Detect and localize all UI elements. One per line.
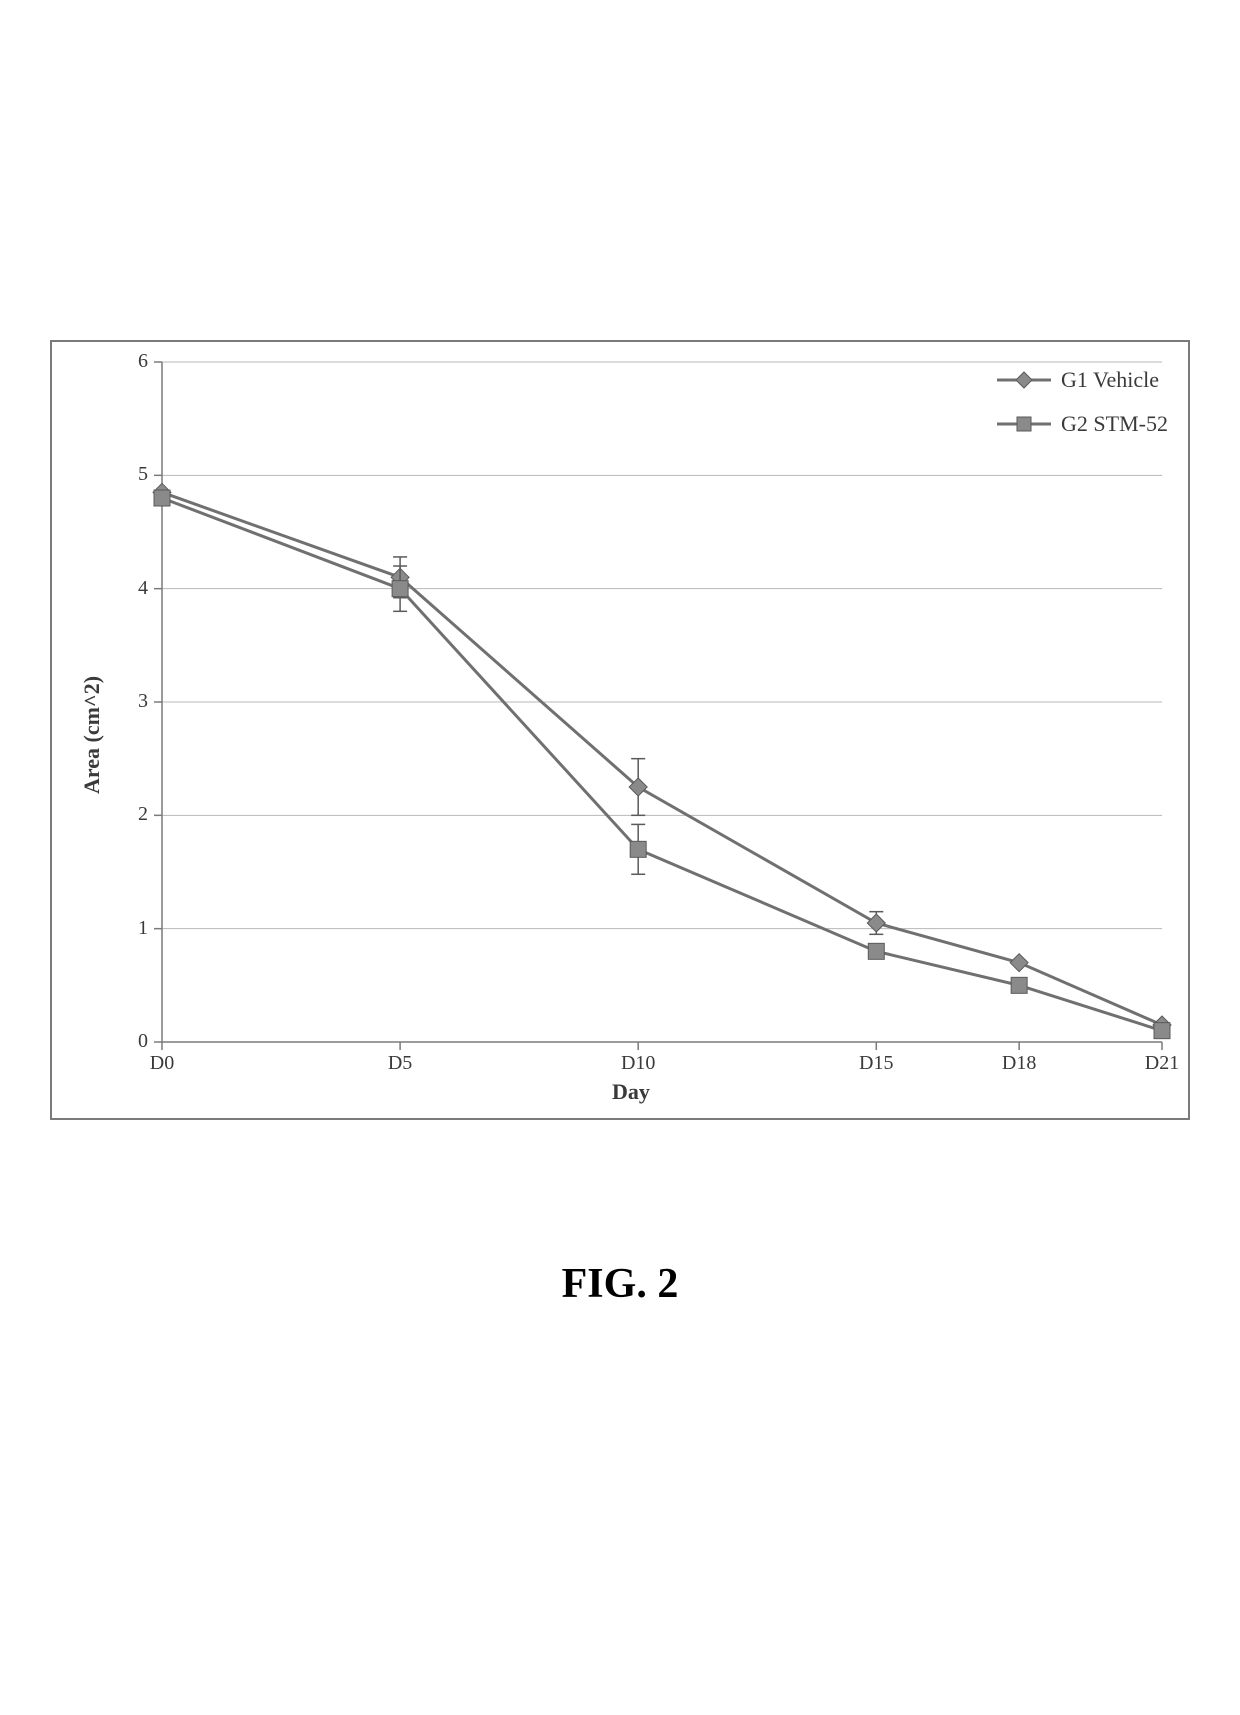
chart-outer-frame: Area (cm^2) Day G1 Vehicle G2 STM-52 0 1 2… — [50, 340, 1190, 1120]
y-tick-label: 4 — [122, 577, 148, 600]
legend: G1 Vehicle G2 STM-52 — [997, 367, 1168, 437]
y-axis-label: Area (cm^2) — [79, 665, 105, 805]
x-axis-label: Day — [612, 1079, 650, 1105]
legend-label-0: G1 Vehicle — [1061, 367, 1159, 393]
x-tick-label: D0 — [150, 1052, 174, 1075]
y-tick-label: 6 — [122, 350, 148, 373]
x-tick-label: D21 — [1145, 1052, 1179, 1075]
legend-entry-1: G2 STM-52 — [997, 411, 1168, 437]
x-tick-label: D18 — [1002, 1052, 1036, 1075]
legend-entry-0: G1 Vehicle — [997, 367, 1168, 393]
x-tick-label: D10 — [621, 1052, 655, 1075]
x-tick-label: D15 — [859, 1052, 893, 1075]
legend-marker-1 — [997, 415, 1051, 433]
y-tick-label: 1 — [122, 917, 148, 940]
y-tick-label: 2 — [122, 803, 148, 826]
legend-marker-0 — [997, 371, 1051, 389]
y-tick-label: 3 — [122, 690, 148, 713]
x-tick-label: D5 — [388, 1052, 412, 1075]
y-tick-label: 0 — [122, 1030, 148, 1053]
y-tick-label: 5 — [122, 463, 148, 486]
figure-caption: FIG. 2 — [0, 1260, 1240, 1308]
chart-svg — [52, 342, 1188, 1118]
legend-label-1: G2 STM-52 — [1061, 411, 1168, 437]
